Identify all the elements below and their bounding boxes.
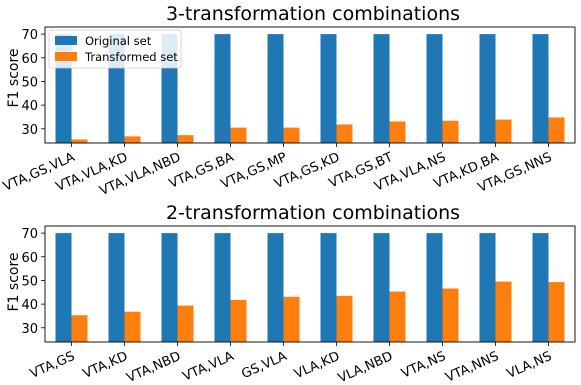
x-tick-label: VTA,NS <box>399 349 448 382</box>
bar-transformed <box>283 127 300 143</box>
x-tick-label: VTA,GS <box>28 349 77 382</box>
x-tick-label: GS,VLA <box>239 349 289 382</box>
bar-transformed <box>548 117 565 143</box>
axes-frame <box>44 225 576 343</box>
bar-transformed <box>548 282 565 342</box>
y-tick-label: 30 <box>21 322 38 337</box>
legend-label: Original set <box>85 34 152 48</box>
bar-transformed <box>336 295 353 342</box>
bar-original <box>426 233 443 342</box>
bar-transformed <box>283 296 300 342</box>
chart-3-transformation: 3-transformation combinations F1 score V… <box>1 3 576 199</box>
bar-original <box>479 34 496 144</box>
bar-original <box>373 34 390 144</box>
y-tick-label: 60 <box>21 251 38 266</box>
bar-transformed <box>442 288 459 342</box>
bar-original <box>532 233 549 342</box>
bar-transformed <box>177 305 194 342</box>
x-tick-label: VLA,KD <box>292 349 342 382</box>
x-tick-label: VTA,VLA <box>181 349 237 385</box>
y-tick-label: 70 <box>21 227 38 242</box>
bar-original <box>426 34 443 144</box>
bar-transformed <box>389 121 406 143</box>
bar-transformed <box>336 124 353 143</box>
bar-transformed <box>124 136 141 143</box>
y-tick-label: 70 <box>21 28 38 43</box>
y-axis-label: F1 score <box>6 48 22 107</box>
bar-transformed <box>495 119 512 143</box>
y-axis-label: F1 score <box>6 252 22 311</box>
y-tick-label: 40 <box>21 99 38 114</box>
bar-transformed <box>495 281 512 342</box>
x-tick-label: VLA,NBD <box>336 349 395 385</box>
x-tick-label: VTA,KD <box>81 349 130 382</box>
bar-original <box>479 233 496 342</box>
x-tick-label: VTA,NNS <box>443 349 501 385</box>
bar-original <box>373 233 390 342</box>
bar-transformed <box>71 315 88 342</box>
bar-original <box>214 233 231 342</box>
legend-box <box>48 29 182 69</box>
bar-transformed <box>124 311 141 342</box>
axes-frame <box>44 26 576 144</box>
x-tick-label: VTA,NBD <box>124 349 183 385</box>
bar-transformed <box>230 299 247 342</box>
y-tick-label: 40 <box>21 298 38 313</box>
bar-original <box>55 233 72 342</box>
legend-swatch <box>55 52 77 61</box>
bar-original <box>267 233 284 342</box>
y-tick-label: 50 <box>21 274 38 289</box>
chart-title: 2-transformation combinations <box>166 202 460 224</box>
bar-original <box>267 34 284 144</box>
legend-label: Transformed set <box>84 50 178 64</box>
chart-title: 3-transformation combinations <box>166 3 460 25</box>
y-tick-label: 50 <box>21 75 38 90</box>
y-tick-label: 60 <box>21 52 38 67</box>
legend-swatch <box>55 36 77 45</box>
bar-original <box>108 233 125 342</box>
bar-transformed <box>389 291 406 342</box>
bar-original <box>320 34 337 144</box>
bar-transformed <box>177 135 194 143</box>
bar-original <box>532 34 549 144</box>
bar-original <box>161 233 178 342</box>
legend: Original set Transformed set <box>48 29 182 69</box>
bar-transformed <box>230 127 247 143</box>
bar-original <box>214 34 231 144</box>
chart-2-transformation: 2-transformation combinations F1 score V… <box>6 202 576 385</box>
x-tick-label: VLA,NS <box>505 349 554 382</box>
bar-transformed <box>71 139 88 143</box>
bar-original <box>320 233 337 342</box>
y-tick-label: 30 <box>21 123 38 138</box>
bar-transformed <box>442 120 459 143</box>
